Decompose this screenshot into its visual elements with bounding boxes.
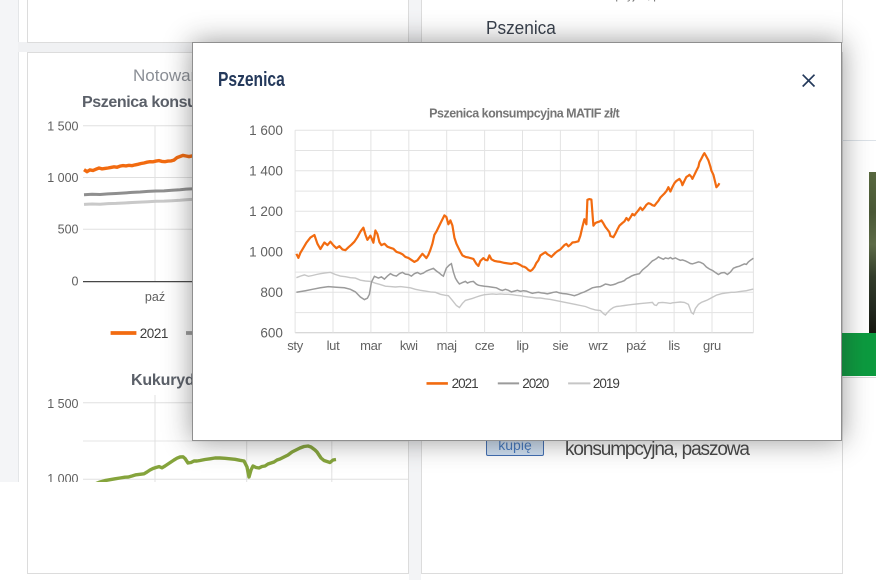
svg-text:paź: paź xyxy=(626,338,646,353)
svg-text:1 000: 1 000 xyxy=(47,171,78,185)
svg-text:lip: lip xyxy=(516,338,528,353)
svg-text:1 400: 1 400 xyxy=(249,163,283,178)
svg-text:sty: sty xyxy=(287,338,304,353)
svg-text:sie: sie xyxy=(552,338,568,353)
svg-text:600: 600 xyxy=(260,325,283,340)
svg-text:2019: 2019 xyxy=(592,376,619,391)
svg-text:1 600: 1 600 xyxy=(249,123,283,138)
svg-text:1 500: 1 500 xyxy=(47,119,78,133)
svg-text:kwi: kwi xyxy=(399,338,417,353)
svg-text:wrz: wrz xyxy=(587,338,607,353)
svg-text:paź: paź xyxy=(145,290,165,304)
svg-text:800: 800 xyxy=(260,285,283,300)
svg-text:1 000: 1 000 xyxy=(47,472,78,482)
svg-text:maj: maj xyxy=(436,338,456,353)
svg-text:1 200: 1 200 xyxy=(249,204,283,219)
svg-text:2020: 2020 xyxy=(522,376,549,391)
svg-text:lis: lis xyxy=(668,338,680,353)
svg-text:2021: 2021 xyxy=(140,326,168,341)
svg-text:0: 0 xyxy=(72,275,79,289)
svg-text:mar: mar xyxy=(360,338,382,353)
svg-text:Pszenica konsumpcyjna MATIF zł: Pszenica konsumpcyjna MATIF zł/t xyxy=(429,106,620,120)
svg-text:cze: cze xyxy=(475,338,494,353)
svg-text:500: 500 xyxy=(58,223,79,237)
svg-text:gru: gru xyxy=(703,338,721,353)
svg-text:1 000: 1 000 xyxy=(249,244,283,259)
svg-text:2021: 2021 xyxy=(451,376,478,391)
svg-text:lut: lut xyxy=(326,338,340,353)
svg-text:1 500: 1 500 xyxy=(47,397,78,411)
